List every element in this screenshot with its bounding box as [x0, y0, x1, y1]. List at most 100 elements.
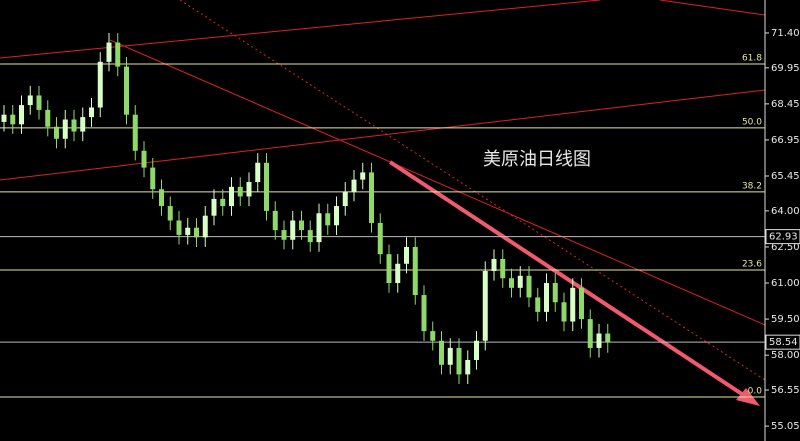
y-tick-label: 61.00: [771, 278, 800, 289]
candle-body: [552, 283, 558, 303]
candle-body: [605, 333, 611, 343]
candle-body: [456, 347, 462, 375]
y-tick-label: 55.05: [771, 421, 800, 432]
candle-body: [439, 340, 444, 365]
fib-label: 0.0: [748, 386, 763, 396]
candle-body: [500, 258, 506, 279]
candle-body: [115, 42, 121, 67]
candle-body: [544, 283, 549, 312]
candle-body: [89, 107, 94, 118]
candle-body: [491, 258, 497, 271]
candle-body: [159, 189, 164, 207]
candle-body: [482, 270, 488, 341]
candle-body: [360, 172, 366, 180]
candle-body: [255, 162, 261, 183]
candle-body: [307, 230, 313, 243]
candle-body: [465, 359, 471, 375]
candle-body: [167, 206, 173, 221]
candle-body: [36, 95, 42, 110]
candle-body: [220, 198, 226, 207]
candle-body: [535, 297, 541, 312]
candle-body: [561, 302, 567, 322]
candle-body: [97, 61, 103, 108]
candle-body: [19, 105, 24, 125]
candle-body: [10, 114, 16, 125]
candle-body: [132, 114, 138, 151]
candle-body: [264, 162, 269, 211]
y-tick-label: 68.45: [771, 99, 800, 110]
trend-line: [659, 0, 766, 16]
y-tick-label: 58.00: [771, 350, 800, 361]
candle-body: [62, 119, 68, 139]
y-tick-label: 69.95: [771, 63, 800, 74]
candle-body: [237, 186, 243, 197]
y-tick-label: 65.45: [771, 171, 800, 182]
candle-body: [124, 66, 129, 115]
candle-body: [587, 319, 593, 348]
candle-body: [430, 331, 436, 341]
candle-body: [509, 278, 514, 288]
candle-body: [141, 150, 147, 168]
candle-body: [351, 179, 357, 192]
candle-body: [342, 191, 348, 207]
candle-body: [570, 287, 576, 322]
candle-body: [229, 186, 234, 207]
candle-body: [202, 215, 208, 238]
y-tick-label: 56.55: [771, 385, 800, 396]
candle-body: [596, 333, 602, 348]
candle-body: [1, 114, 7, 122]
candle-body: [176, 220, 182, 235]
y-tick-label: 64.00: [771, 206, 800, 217]
candle-body: [517, 275, 523, 288]
trend-line: [179, 0, 766, 381]
price-box: [765, 334, 800, 350]
price-box: [765, 229, 800, 245]
candle-body: [45, 109, 51, 127]
candle-body: [71, 119, 77, 132]
price-label: 62.93: [769, 232, 798, 243]
candle-body: [290, 220, 296, 240]
trend-line: [0, 0, 601, 59]
candle-body: [185, 227, 191, 235]
candle-body: [80, 117, 86, 132]
candle-body: [334, 206, 339, 226]
candle-body: [579, 287, 584, 320]
candle-body: [54, 126, 59, 139]
candle-body: [474, 340, 479, 360]
candle-body: [211, 198, 217, 216]
candle-body: [246, 182, 252, 197]
trend-line: [0, 89, 766, 181]
forecast-arrow: [388, 160, 750, 400]
y-tick-label: 62.50: [771, 242, 800, 253]
fib-label: 23.6: [742, 260, 762, 270]
candle-body: [421, 295, 427, 332]
fib-label: 38.2: [742, 181, 762, 191]
candle-body: [106, 42, 112, 62]
candle-body: [377, 222, 383, 255]
fib-label: 50.0: [742, 117, 762, 127]
price-label: 58.54: [769, 337, 798, 348]
candle-body: [386, 254, 392, 284]
fib-label: 61.8: [742, 53, 762, 63]
candle-body: [27, 95, 33, 106]
y-tick-label: 71.40: [771, 28, 800, 39]
candle-body: [412, 246, 418, 296]
candle-body: [526, 275, 532, 298]
chart-title: 美原油日线图: [483, 149, 591, 170]
y-tick-label: 66.95: [771, 135, 800, 146]
trend-line: [109, 39, 766, 326]
candle-body: [369, 172, 374, 223]
candle-body: [299, 220, 304, 231]
candle-body: [325, 213, 331, 226]
candle-body: [404, 246, 409, 264]
candle-body: [194, 227, 199, 238]
candle-body: [150, 167, 156, 190]
candle-body: [272, 210, 278, 231]
candle-body: [316, 213, 322, 243]
y-tick-label: 59.50: [771, 314, 800, 325]
candle-body: [281, 230, 287, 240]
candle-body: [395, 263, 401, 284]
candle-body: [447, 347, 453, 365]
